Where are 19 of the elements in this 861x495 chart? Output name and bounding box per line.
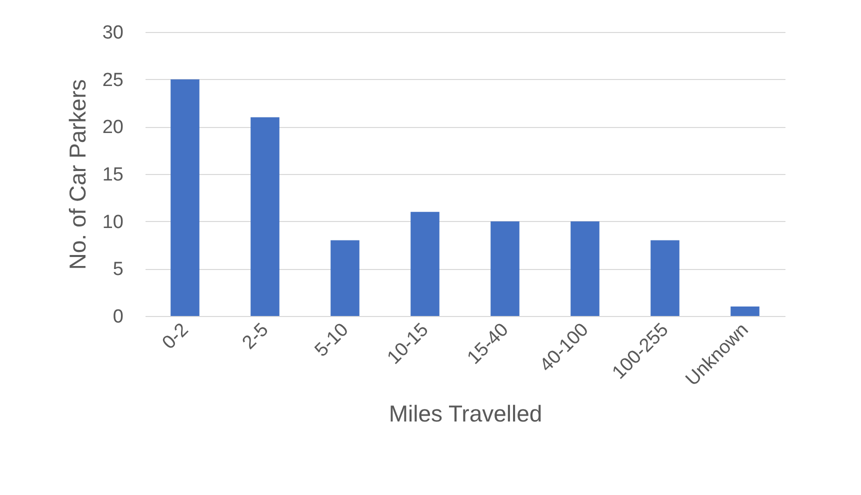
x-tick-label: 2-5 (238, 319, 273, 354)
x-tick-label: 0-2 (158, 319, 193, 354)
bar (410, 212, 440, 316)
y-tick-label: 0 (112, 306, 124, 328)
bar (730, 306, 760, 316)
x-axis-title: Miles Travelled (388, 400, 542, 427)
y-tick-label: 10 (102, 212, 124, 233)
y-tick-label: 5 (112, 259, 124, 280)
bar (490, 221, 520, 316)
y-tick-label: 15 (102, 164, 124, 186)
bar (250, 117, 280, 316)
y-tick-label: 30 (102, 22, 124, 44)
y-axis-title: No. of Car Parkers (64, 79, 90, 270)
bar (570, 221, 600, 316)
y-tick-label: 25 (102, 70, 124, 91)
y-tick-label: 20 (102, 117, 124, 138)
bar (650, 240, 680, 316)
bar (330, 240, 360, 316)
bar (170, 79, 200, 316)
